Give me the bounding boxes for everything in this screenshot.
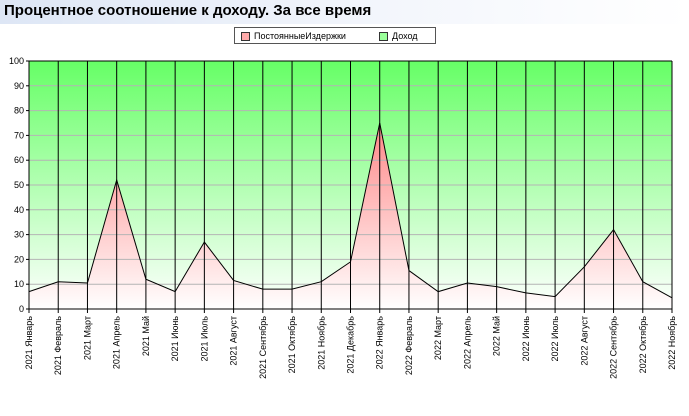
x-tick-label: 2022 Апрель <box>462 316 472 369</box>
legend-item-costs: ПостоянныеИздержки <box>241 30 346 42</box>
legend-label-costs: ПостоянныеИздержки <box>254 31 346 41</box>
legend-swatch-income <box>379 31 388 41</box>
chart-title: Процентное соотношение к доходу. За все … <box>4 2 372 19</box>
x-tick-label: 2021 Апрель <box>112 316 122 369</box>
y-tick-label: 10 <box>14 279 24 289</box>
x-tick-label: 2021 Сентябрь <box>258 316 268 379</box>
y-tick-label: 20 <box>14 254 24 264</box>
y-tick-label: 50 <box>14 180 24 190</box>
x-tick-label: 2022 Октябрь <box>638 316 648 374</box>
legend-label-income: Доход <box>392 31 418 41</box>
x-tick-label: 2022 Январь <box>375 316 385 370</box>
x-tick-label: 2021 Март <box>82 316 92 360</box>
costs-line <box>28 122 673 299</box>
x-tick-label: 2022 Сентябрь <box>609 316 619 379</box>
y-tick-label: 90 <box>14 81 24 91</box>
x-tick-label: 2022 Февраль <box>404 316 414 375</box>
x-tick-label: 2021 Январь <box>24 316 34 370</box>
x-tick-label: 2022 Июль <box>550 316 560 362</box>
x-tick-label: 2022 Ноябрь <box>667 316 677 370</box>
x-tick-label: 2021 Ноябрь <box>316 316 326 370</box>
y-tick-label: 40 <box>14 205 24 215</box>
y-tick-label: 70 <box>14 130 24 140</box>
y-tick-label: 0 <box>19 304 24 314</box>
x-tick-label: 2021 Июнь <box>170 316 180 362</box>
legend: ПостоянныеИздержки Доход <box>234 27 436 44</box>
y-tick-label: 60 <box>14 155 24 165</box>
legend-item-income: Доход <box>379 30 418 42</box>
legend-swatch-costs <box>241 31 250 41</box>
x-tick-label: 2021 Май <box>141 316 151 356</box>
x-tick-label: 2021 Октябрь <box>287 316 297 374</box>
y-tick-label: 80 <box>14 106 24 116</box>
y-tick-label: 30 <box>14 230 24 240</box>
x-tick-label: 2022 Июнь <box>521 316 531 362</box>
x-tick-label: 2022 Май <box>492 316 502 356</box>
x-tick-label: 2021 Февраль <box>53 316 63 375</box>
x-tick-label: 2021 Июль <box>199 316 209 362</box>
y-tick-label: 100 <box>9 56 24 66</box>
x-tick-label: 2022 Март <box>433 316 443 360</box>
x-tick-label: 2021 Декабрь <box>346 316 356 374</box>
x-tick-label: 2021 Август <box>229 316 239 366</box>
title-bar: Процентное соотношение к доходу. За все … <box>0 0 689 24</box>
x-tick-label: 2022 Август <box>579 316 589 366</box>
